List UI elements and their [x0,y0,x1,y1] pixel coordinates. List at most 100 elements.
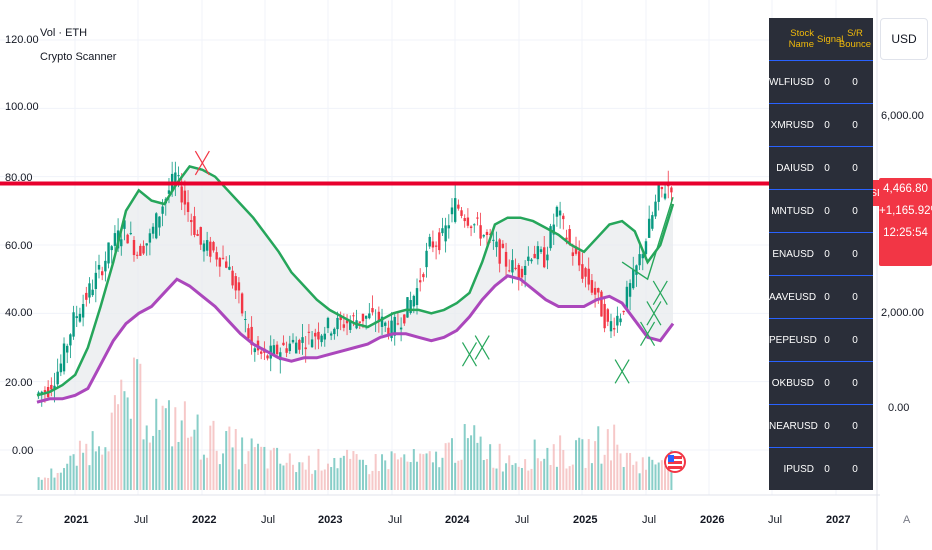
candle-body [638,254,641,266]
candle-body [282,342,285,346]
candle-body [279,352,282,361]
candle-body [539,249,543,253]
volume-bar [339,457,342,490]
signal-marker [194,150,210,176]
candle-body [85,292,88,300]
left-axis-tick: 20.00 [5,377,33,389]
candle-body [142,245,145,254]
candle-body [663,193,667,199]
currency-selector[interactable]: USD [880,18,928,60]
time-axis-label: 2025 [573,514,598,526]
volume-bar [120,379,123,490]
left-axis-tick: 0.00 [12,445,34,457]
candle-body [460,210,463,216]
candle-body [380,316,384,327]
candle-body [555,206,559,217]
volume-bar [253,447,256,490]
candle-body [240,293,244,314]
volume-bar [470,435,473,490]
time-axis-scroll-left[interactable]: Z [16,514,23,526]
time-axis-label: Jul [134,514,149,526]
candle-body [399,327,403,330]
candle-body [533,253,536,259]
volume-bar [145,425,148,490]
volume-bar [132,357,135,490]
volume-bar [47,477,50,490]
volume-bar [431,462,434,490]
volume-bar [438,467,441,490]
candle-body [177,175,180,177]
stock-name: OKBUSD [771,377,814,389]
volume-bar [660,460,663,490]
candle-body [520,268,524,278]
volume-bar [575,440,578,490]
volume-bar [129,418,132,490]
candle-body [205,240,209,251]
candle-body [161,206,164,214]
time-axis-label: 2027 [826,514,851,526]
volume-bar [463,424,466,490]
volume-bar [606,429,609,490]
candle-body [482,235,485,237]
candle-body [492,239,495,241]
candle-body [91,289,94,296]
candle-body [622,310,625,313]
last-price: 4,466.80 [883,183,928,195]
candle-body [253,348,257,353]
volume-bar [371,470,374,490]
volume-bar [266,468,269,490]
volume-bar [555,466,558,490]
bounce-value: 0 [852,162,858,174]
time-axis-label: Jul [768,514,783,526]
candle-body [574,246,578,254]
volume-bar [568,466,571,490]
candle-body [488,233,492,235]
volume-bar [428,451,431,490]
candle-body [139,245,142,256]
candle-body [155,213,158,239]
volume-bar [279,463,282,490]
volume-bar [590,463,593,490]
volume-bar [476,442,479,490]
price-candles [37,161,673,407]
lower-envelope-line [36,274,675,404]
volume-bar [247,451,250,490]
volume-bar [142,439,145,490]
candle-body [180,186,183,203]
candle-body [183,190,187,205]
candle-body [364,315,368,319]
volume-bar [104,447,107,490]
volume-bar [199,459,202,490]
volume-bar [53,477,56,490]
volume-bar [412,449,415,490]
volume-bar [419,453,422,490]
time-axis-scroll-right[interactable]: A [903,514,911,526]
table-row: OKBUSD 0 0 [769,361,873,404]
candle-body [543,247,546,268]
volume-bar [272,447,275,490]
volume-bar [40,479,43,490]
bounce-value: 0 [852,248,858,260]
volume-bar [291,464,294,490]
volume-bar [177,441,180,490]
volume-bar [234,429,237,490]
candle-body [113,233,117,246]
candle-body [444,225,447,242]
volume-bar [505,463,508,490]
volume-bar [244,463,247,490]
volume-bar [511,464,514,490]
volume-bar [311,473,314,490]
candle-body [387,327,390,337]
volume-bar [492,467,495,490]
candle-body [457,204,460,209]
time-axis-label: Jul [388,514,403,526]
volume-bar [520,467,523,490]
candle-body [215,252,218,260]
volume-bar [501,471,504,490]
candle-body [514,267,517,270]
candle-body [657,184,660,202]
volume-bar [435,451,438,490]
header-stock-name: Stock Name [788,28,814,50]
candle-body [593,287,597,295]
